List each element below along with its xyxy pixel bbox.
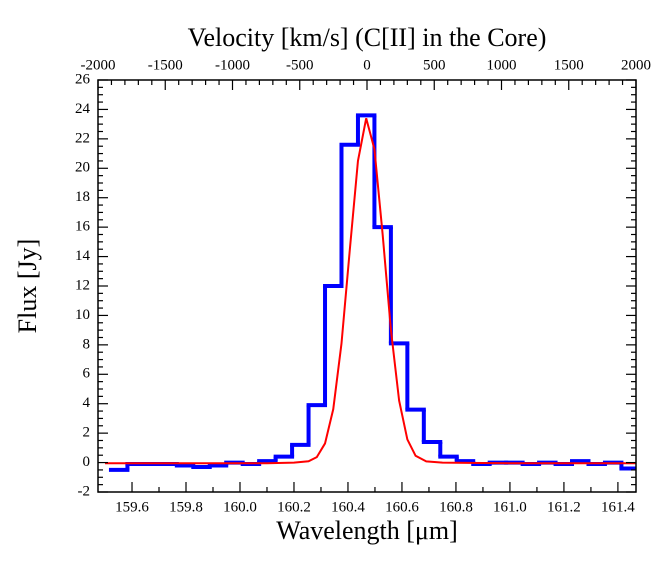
y-tick-label: 16: [75, 219, 91, 235]
y-tick-label: 14: [75, 248, 91, 264]
y-axis-title: Flux [Jy]: [13, 239, 42, 334]
y-tick-label: 2: [83, 425, 91, 441]
x2-tick-label: 1500: [554, 57, 584, 73]
x2-tick-label: -1000: [215, 57, 250, 73]
y-tick-label: 8: [83, 336, 91, 352]
x-axis-title: Wavelength [μm]: [276, 516, 458, 545]
y-tick-label: 26: [75, 71, 91, 87]
y-tick-label: 6: [83, 366, 91, 382]
x2-tick-label: 2000: [621, 57, 651, 73]
x-tick-label: 159.6: [115, 499, 149, 515]
y-tick-label: 18: [75, 189, 90, 205]
x-tick-label: 160.6: [385, 499, 419, 515]
y-tick-label: 24: [75, 101, 91, 117]
top-axis-title: Velocity [km/s] (C[II] in the Core): [188, 23, 547, 52]
y-tick-label: 0: [83, 454, 91, 470]
x2-tick-label: -2000: [81, 57, 116, 73]
x-tick-label: 160.2: [277, 499, 311, 515]
y-tick-label: 22: [75, 130, 90, 146]
x-tick-label: 160.4: [331, 499, 365, 515]
plot-area: [105, 113, 636, 475]
fit-line: [105, 117, 636, 465]
y-tick-label: 20: [75, 160, 90, 176]
x-tick-label: 161.2: [547, 499, 581, 515]
x-tick-label: 159.8: [169, 499, 203, 515]
x2-tick-label: -1500: [148, 57, 183, 73]
x-tick-label: 161.0: [493, 499, 527, 515]
x2-tick-label: -500: [286, 57, 314, 73]
x2-tick-label: 1000: [487, 57, 517, 73]
plot-frame: [97, 79, 637, 493]
x2-tick-label: 500: [423, 57, 446, 73]
y-tick-label: 10: [75, 307, 90, 323]
x-tick-label: 161.4: [601, 499, 635, 515]
x2-tick-label: 0: [363, 57, 371, 73]
step-riser: [125, 115, 636, 473]
x-tick-label: 160.0: [223, 499, 257, 515]
y-tick-label: -2: [78, 483, 91, 499]
y-tick-label: 12: [75, 277, 90, 293]
y-tick-label: 4: [83, 395, 91, 411]
x-tick-label: 160.8: [439, 499, 473, 515]
